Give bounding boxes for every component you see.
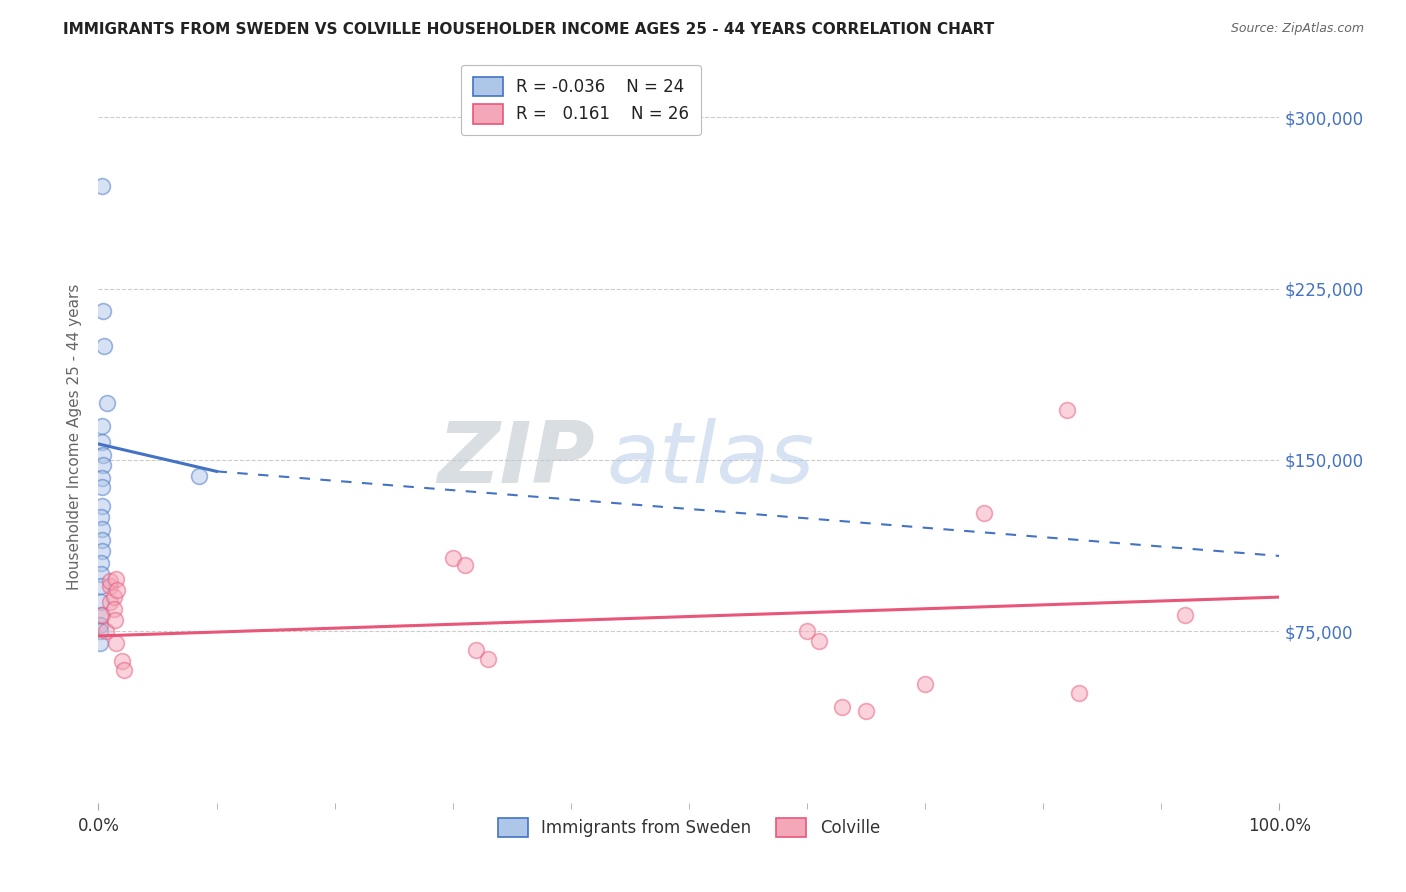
Text: IMMIGRANTS FROM SWEDEN VS COLVILLE HOUSEHOLDER INCOME AGES 25 - 44 YEARS CORRELA: IMMIGRANTS FROM SWEDEN VS COLVILLE HOUSE… xyxy=(63,22,994,37)
Point xyxy=(91,471,114,485)
Point xyxy=(91,499,114,513)
Y-axis label: Householder Income Ages 25 - 44 years: Householder Income Ages 25 - 44 years xyxy=(67,284,83,591)
Text: Source: ZipAtlas.com: Source: ZipAtlas.com xyxy=(1230,22,1364,36)
Point xyxy=(112,663,135,677)
Point xyxy=(90,608,112,623)
Point xyxy=(91,458,114,472)
Legend: Immigrants from Sweden, Colville: Immigrants from Sweden, Colville xyxy=(489,810,889,846)
Point xyxy=(441,551,464,566)
Point xyxy=(453,558,475,573)
Point xyxy=(91,418,114,433)
Point xyxy=(105,572,128,586)
Point xyxy=(973,506,995,520)
Point xyxy=(1174,608,1197,623)
Point xyxy=(91,304,114,318)
Point xyxy=(90,579,112,593)
Point xyxy=(91,533,114,547)
Point xyxy=(103,601,125,615)
Point xyxy=(105,583,128,598)
Point xyxy=(103,590,125,604)
Point xyxy=(90,556,112,570)
Text: atlas: atlas xyxy=(606,417,814,500)
Point xyxy=(111,654,134,668)
Point xyxy=(91,608,114,623)
Point xyxy=(93,338,115,352)
Point xyxy=(90,510,112,524)
Point xyxy=(89,636,111,650)
Point xyxy=(89,617,111,632)
Point xyxy=(94,624,117,639)
Text: ZIP: ZIP xyxy=(437,417,595,500)
Point xyxy=(98,579,121,593)
Point xyxy=(96,396,118,410)
Point xyxy=(1067,686,1090,700)
Point xyxy=(807,633,830,648)
Point xyxy=(91,480,114,494)
Point xyxy=(91,178,114,193)
Point xyxy=(477,652,499,666)
Point xyxy=(98,574,121,588)
Point xyxy=(831,699,853,714)
Point xyxy=(187,469,209,483)
Point xyxy=(1056,402,1078,417)
Point xyxy=(855,705,877,719)
Point xyxy=(91,521,114,535)
Point xyxy=(90,594,112,608)
Point xyxy=(91,544,114,558)
Point xyxy=(796,624,818,639)
Point xyxy=(105,636,128,650)
Point xyxy=(98,594,121,608)
Point xyxy=(89,624,111,639)
Point xyxy=(91,448,114,462)
Point xyxy=(91,434,114,449)
Point xyxy=(90,567,112,582)
Point xyxy=(914,677,936,691)
Point xyxy=(465,642,488,657)
Point xyxy=(104,613,127,627)
